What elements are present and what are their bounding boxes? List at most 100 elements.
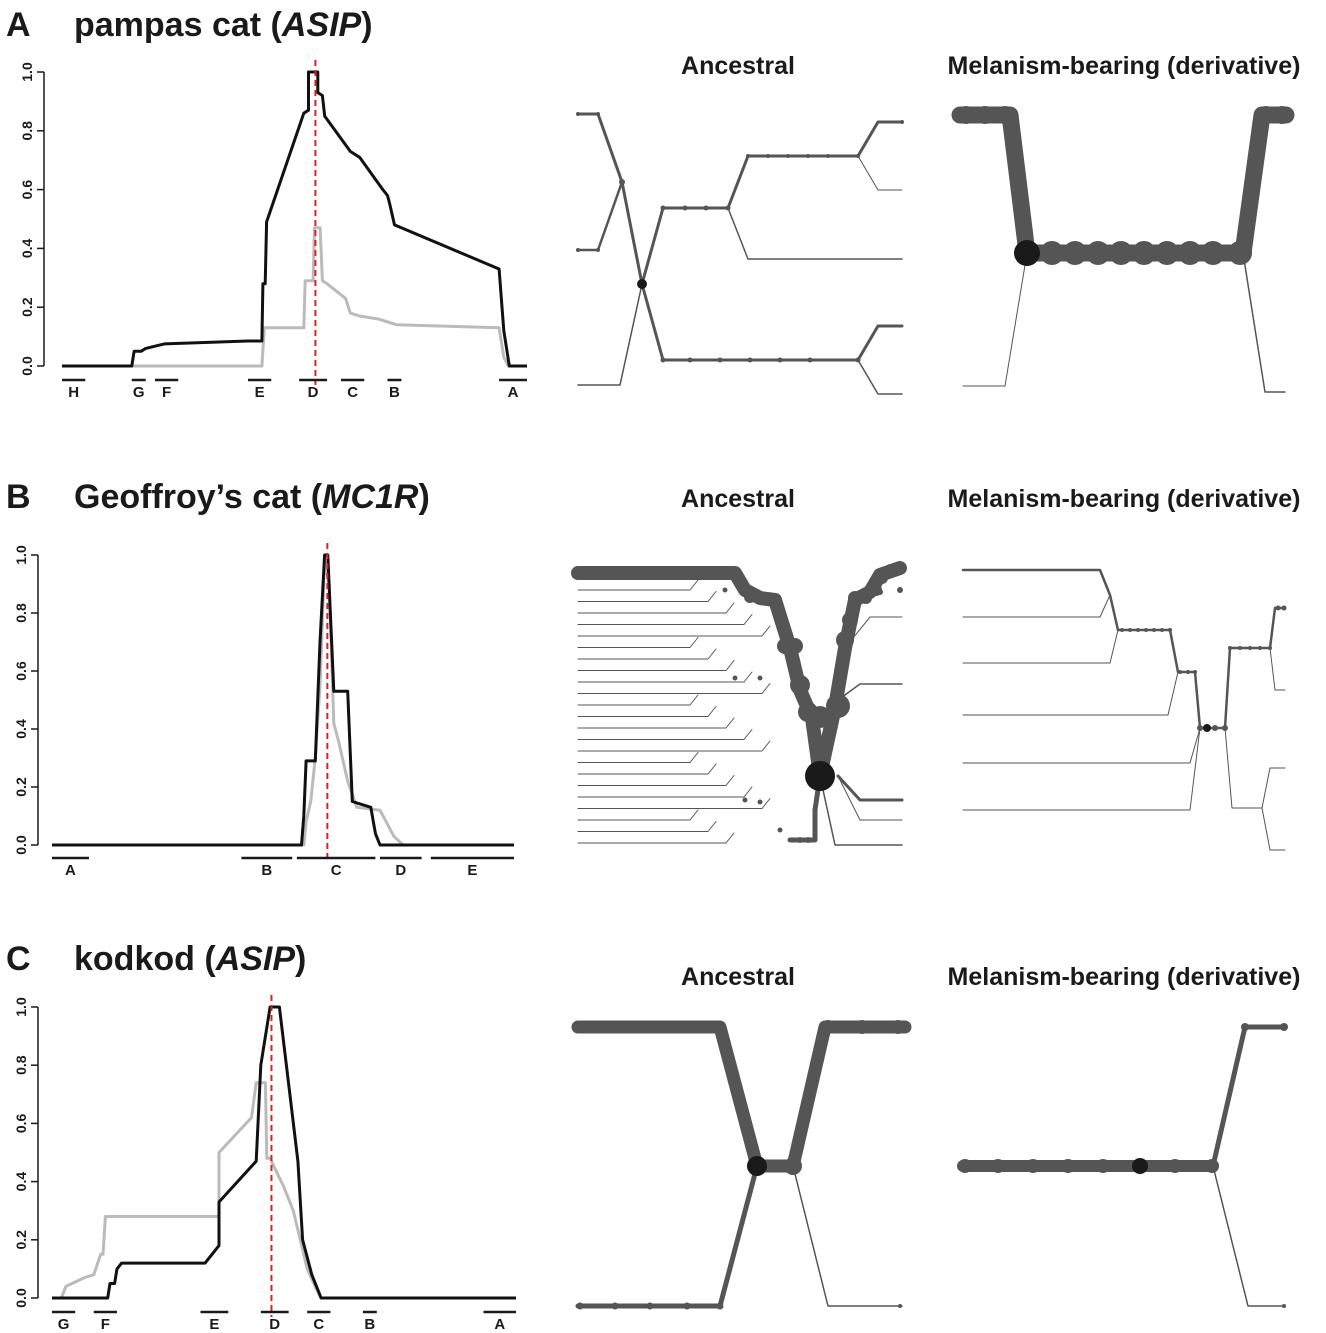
network-branch	[577, 591, 717, 602]
y-tick-label: 0.8	[13, 603, 29, 623]
panel-a: A pampas cat (ASIP) 0.0 0.2 0.4 0.6 0.8 1.0 H G…	[6, 6, 1300, 401]
species-title-a: pampas cat (ASIP)	[74, 6, 373, 44]
series-line-grey	[52, 559, 514, 847]
ancestral-title-b: Ancestral	[681, 485, 795, 513]
region-label: E	[467, 862, 477, 879]
focal-haplotype-node	[747, 1156, 767, 1176]
network-branch	[577, 832, 735, 844]
region-bars: A B C D E	[52, 856, 514, 879]
y-tick-label: 0.2	[19, 297, 35, 317]
region-label: C	[313, 1316, 324, 1333]
y-tick-label: 1.0	[13, 545, 29, 565]
y-axis: 0.0 0.2 0.4 0.6 0.8 1.0	[13, 997, 39, 1308]
y-tick-label: 0.4	[13, 719, 29, 739]
y-tick-label: 0.4	[19, 238, 35, 258]
panel-letter-a: A	[6, 6, 31, 44]
y-tick-label: 0.4	[13, 1172, 29, 1192]
region-label: B	[261, 862, 272, 879]
plot-a: 0.0 0.2 0.4 0.6 0.8 1.0 H G F E D C B A	[19, 60, 527, 401]
region-label: G	[133, 384, 145, 401]
series-line-grey	[62, 226, 527, 368]
ancestral-network-b	[571, 561, 907, 846]
region-label: A	[65, 862, 76, 879]
derivative-network-b	[961, 568, 1287, 851]
region-label: D	[395, 862, 406, 879]
y-tick-label: 1.0	[19, 62, 35, 82]
ancestral-title-a: Ancestral	[681, 52, 795, 80]
network-branch	[577, 602, 735, 614]
focal-haplotype-node	[1014, 240, 1040, 266]
region-label: C	[347, 384, 358, 401]
focal-haplotype-node	[637, 279, 647, 289]
network-branch	[577, 740, 771, 752]
panel-c: C kodkod (ASIP) 0.0 0.2 0.4 0.6 0.8 1.0 G F E D C B…	[6, 940, 1300, 1333]
region-label: B	[389, 384, 400, 401]
network-branch	[577, 786, 753, 798]
network-branch	[577, 717, 735, 729]
y-tick-label: 0.2	[13, 777, 29, 797]
region-label: B	[364, 1316, 375, 1333]
focal-haplotype-node	[805, 761, 835, 791]
network-branch	[577, 706, 717, 717]
series-line-grey	[52, 1081, 516, 1300]
y-tick-label: 1.0	[13, 997, 29, 1017]
region-label: E	[255, 384, 265, 401]
network-branch	[577, 809, 699, 821]
derivative-title-a: Melanism-bearing (derivative)	[948, 52, 1301, 80]
panel-letter-c: C	[6, 940, 31, 978]
network-branch	[577, 798, 771, 809]
region-label: A	[508, 384, 519, 401]
y-tick-label: 0.0	[19, 356, 35, 376]
series-line-black	[62, 70, 527, 368]
species-title-b: Geoffroy’s cat (MC1R)	[74, 478, 430, 516]
derivative-title-b: Melanism-bearing (derivative)	[948, 485, 1301, 513]
region-label: C	[331, 862, 342, 879]
derivative-network-c	[957, 1023, 1288, 1308]
network-branch	[577, 821, 717, 832]
plot-c: 0.0 0.2 0.4 0.6 0.8 1.0 G F E D C B A	[13, 995, 516, 1333]
network-branch	[577, 775, 735, 786]
species-title-c: kodkod (ASIP)	[74, 940, 306, 978]
network-branch	[577, 671, 753, 683]
network-branch	[577, 752, 699, 763]
network-branch	[577, 614, 753, 625]
y-tick-label: 0.0	[13, 835, 29, 855]
y-tick-label: 0.6	[13, 661, 29, 681]
plot-b: 0.0 0.2 0.4 0.6 0.8 1.0 A B C D E	[13, 543, 514, 879]
focal-haplotype-node	[1132, 1158, 1148, 1174]
y-tick-label: 0.6	[19, 180, 35, 200]
network-branch	[577, 625, 771, 637]
network-branch	[577, 683, 771, 694]
network-branch	[577, 763, 717, 775]
region-label: E	[209, 1316, 219, 1333]
ancestral-network-a	[576, 112, 904, 395]
series-line-black	[52, 1005, 516, 1300]
network-branch	[577, 579, 699, 591]
region-label: D	[308, 384, 319, 401]
y-tick-label: 0.0	[13, 1288, 29, 1308]
ancestral-network-c	[571, 1020, 912, 1310]
series-line-black	[52, 553, 514, 847]
network-branch	[577, 648, 717, 660]
panel-letter-b: B	[6, 478, 31, 516]
y-tick-label: 0.2	[13, 1230, 29, 1250]
region-label: F	[162, 384, 171, 401]
network-branch	[577, 729, 753, 740]
network-branch	[577, 637, 699, 648]
region-label: A	[494, 1316, 505, 1333]
network-branch	[577, 660, 735, 671]
region-label: F	[101, 1316, 110, 1333]
panel-b: B Geoffroy’s cat (MC1R) 0.0 0.2 0.4 0.6 0.8 1…	[6, 478, 1300, 879]
network-branch	[577, 694, 699, 706]
derivative-network-a	[951, 106, 1295, 393]
y-tick-label: 0.8	[19, 121, 35, 141]
y-axis: 0.0 0.2 0.4 0.6 0.8 1.0	[13, 545, 39, 855]
region-label: G	[58, 1316, 70, 1333]
y-tick-label: 0.6	[13, 1113, 29, 1133]
y-tick-label: 0.8	[13, 1055, 29, 1075]
ancestral-title-c: Ancestral	[681, 963, 795, 991]
region-label: D	[269, 1316, 280, 1333]
